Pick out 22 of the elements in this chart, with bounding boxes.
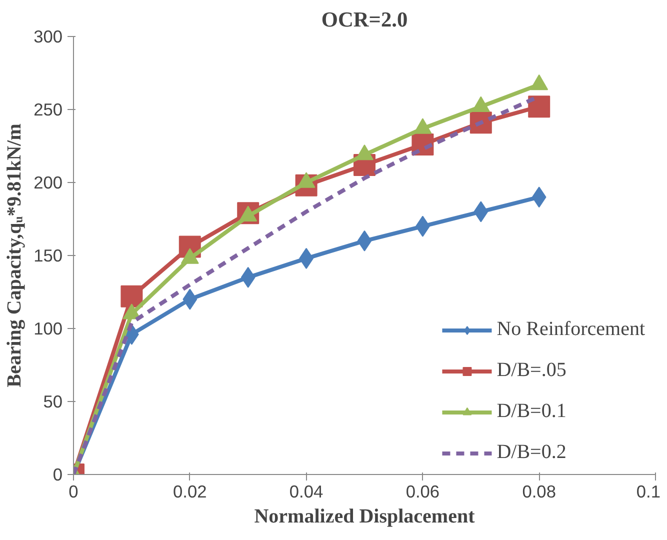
- y-tick-label: 0: [52, 464, 63, 484]
- legend-label: No Reinforcement: [496, 318, 645, 341]
- y-tick-label: 300: [34, 26, 63, 46]
- y-tick-label: 100: [34, 318, 63, 338]
- x-tick-label: 0.1: [636, 482, 661, 502]
- y-tick-label: 200: [34, 172, 63, 192]
- x-tick-label: 0: [68, 482, 78, 502]
- x-tick-label: 0.08: [522, 482, 556, 502]
- y-tick-label: 250: [34, 100, 63, 120]
- point: [528, 96, 550, 118]
- legend-label: D/B=.05: [496, 359, 566, 382]
- x-tick-label: 0.02: [173, 482, 207, 502]
- x-tick-label: 0.06: [406, 482, 440, 502]
- legend-label: D/B=0.1: [496, 400, 566, 423]
- y-tick-label: 50: [43, 392, 63, 412]
- chart-title: OCR=2.0: [321, 8, 408, 32]
- y-tick-label: 150: [34, 246, 63, 266]
- x-axis-title: Normalized Displacement: [254, 506, 476, 528]
- legend-label: D/B=0.2: [496, 441, 566, 464]
- point: [120, 285, 143, 308]
- y-axis-title: Bearing Capacity,qᵤ*9.81kN/m: [4, 123, 26, 388]
- x-tick-label: 0.04: [289, 482, 324, 502]
